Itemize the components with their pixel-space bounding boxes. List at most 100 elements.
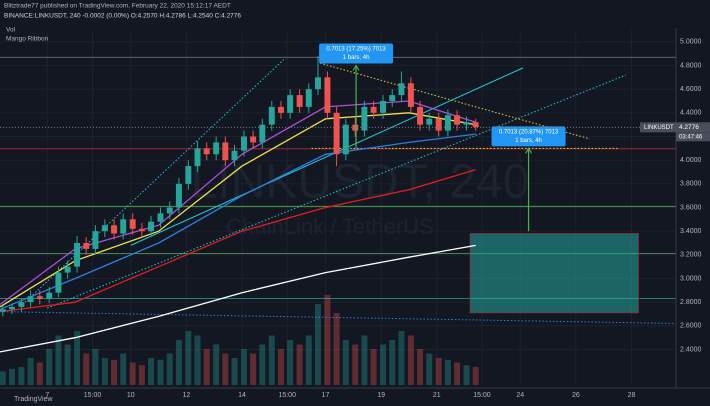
candle-body <box>268 106 275 125</box>
candle-body <box>352 124 359 131</box>
candle-body <box>324 77 331 113</box>
y-tick-label: 3.8000 <box>680 181 702 188</box>
volume-bar <box>111 359 118 385</box>
x-tick-label: 24 <box>516 392 524 399</box>
publisher: Blitztrade77 published on TradingView.co… <box>4 3 231 10</box>
candle-body <box>250 136 257 143</box>
candle-body <box>370 106 377 113</box>
countdown-box <box>676 132 710 142</box>
arrow-head <box>352 64 360 71</box>
candle-body <box>407 83 414 107</box>
zone <box>469 233 639 314</box>
y-tick-label: 3.4000 <box>680 228 702 235</box>
volume-bar <box>157 359 164 385</box>
volume-bar <box>8 368 15 385</box>
trend-line <box>47 74 627 309</box>
volume-bar <box>361 335 368 385</box>
volume-bar <box>36 362 43 385</box>
volume-bar <box>222 353 229 385</box>
volume-bar <box>101 358 108 385</box>
x-tick-label: 21 <box>433 392 441 399</box>
candle-body <box>296 95 303 107</box>
candle-body <box>240 136 247 151</box>
candle-body <box>120 219 127 234</box>
candle-body <box>18 302 25 307</box>
ma-line <box>0 244 476 353</box>
candle-body <box>287 95 294 113</box>
candle-body <box>101 225 108 232</box>
volume-bar <box>472 367 479 385</box>
candle-body <box>231 150 238 161</box>
y-tick-label: 4.4000 <box>680 110 702 117</box>
volume-bar <box>305 335 312 385</box>
volume-bar <box>259 344 266 385</box>
candle-body <box>64 266 71 273</box>
volume-bar <box>185 331 192 385</box>
x-tick-label: 15:00 <box>278 392 296 399</box>
volume-bar <box>389 340 396 385</box>
candle-body <box>166 207 173 214</box>
volume-bar <box>398 331 405 385</box>
y-tick-label: 4.8000 <box>680 62 702 69</box>
volume-bar <box>83 353 90 385</box>
volume-bar <box>296 344 303 385</box>
candle-body <box>92 231 99 249</box>
candle-body <box>148 221 155 232</box>
volume-bar <box>203 349 210 385</box>
measure-bars: 1 bars, 4h <box>515 138 542 144</box>
candle-body <box>8 306 15 310</box>
candle-body <box>203 148 210 155</box>
candle-body <box>129 219 136 229</box>
x-tick-label: 17 <box>322 392 330 399</box>
volume-bar <box>231 358 238 385</box>
candle-body <box>380 101 387 113</box>
candle-body <box>389 95 396 101</box>
volume-bar <box>46 349 53 385</box>
volume-bar <box>92 349 99 385</box>
volume-bar <box>74 331 81 385</box>
candle-body <box>426 118 433 125</box>
x-tick-label: 10 <box>127 392 135 399</box>
candle-body <box>454 115 461 125</box>
countdown: 03:47:46 <box>679 134 703 140</box>
volume-bar <box>342 340 349 385</box>
candle-body <box>435 118 442 131</box>
volume-bar <box>120 353 127 385</box>
y-tick-label: 4.6000 <box>680 86 702 93</box>
indicator: Vol <box>6 27 16 34</box>
y-tick-label: 2.8000 <box>680 299 702 306</box>
volume-bar <box>417 349 424 385</box>
indicator: Mango Ribbon <box>6 36 49 43</box>
candle-body <box>259 124 266 143</box>
candle-body <box>305 89 312 107</box>
x-tick-label: 15:00 <box>84 392 102 399</box>
candle-body <box>185 166 192 184</box>
x-tick-label: 15:00 <box>473 392 491 399</box>
candle-body <box>194 148 201 167</box>
measure-label-box <box>319 43 394 64</box>
candle-body <box>314 77 321 90</box>
trend-line <box>130 67 524 246</box>
volume-bar <box>333 313 340 385</box>
measure-text: 0.7013 (20.87%) 7013 <box>499 129 559 135</box>
footer-logo: TradingView <box>14 396 53 403</box>
x-tick-label: 7 <box>45 392 49 399</box>
volume-bar <box>18 367 25 385</box>
candle-body <box>444 115 451 131</box>
ma-line <box>0 168 476 313</box>
candle-body <box>138 228 145 232</box>
volume-bar <box>380 344 387 385</box>
volume-bar <box>138 365 145 385</box>
volume-bar <box>277 349 284 385</box>
candle-body <box>222 142 229 161</box>
candle-body <box>175 183 182 208</box>
candle-body <box>74 243 81 267</box>
volume-bar <box>435 358 442 385</box>
volume-bar <box>240 349 247 385</box>
trend-line <box>319 62 590 140</box>
last-price-box <box>640 122 710 133</box>
volume-bar <box>213 344 220 385</box>
trend-line <box>0 311 677 324</box>
measure-text: 0.7013 (17.25%) 7013 <box>326 47 386 53</box>
